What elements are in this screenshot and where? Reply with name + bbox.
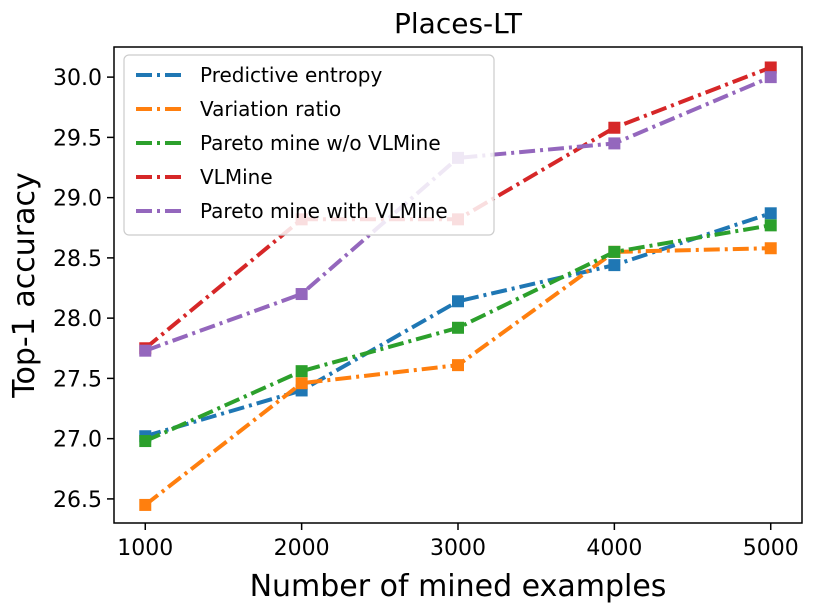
y-axis-label: Top-1 accuracy [7, 172, 42, 398]
axis-ticks: 1000 2000 3000 4000 5000 26.5 27.0 27.5 28.0 28.5… [53, 66, 799, 561]
series-line [144, 246, 771, 507]
data-point-marker [139, 435, 152, 448]
x-tick-label: 4000 [586, 536, 642, 561]
y-tick-label: 26.5 [53, 488, 102, 513]
data-point-marker [452, 321, 464, 334]
series-1 [139, 242, 777, 511]
y-tick-label: 30.0 [53, 66, 102, 91]
data-point-marker [764, 61, 777, 74]
legend-label: Pareto mine with VLMine [200, 199, 448, 223]
data-point-marker [295, 377, 308, 390]
legend: Predictive entropy Variation ratio Pareto … [123, 54, 495, 236]
y-tick-label: 29.0 [53, 187, 102, 212]
data-point-marker [608, 245, 621, 258]
data-point-marker [139, 344, 152, 357]
x-tick-label: 5000 [743, 536, 799, 561]
y-tick-label: 28.5 [53, 247, 102, 272]
data-point-marker [295, 288, 308, 301]
legend-label: VLMine [200, 165, 273, 189]
y-tick-label: 29.5 [53, 126, 102, 151]
legend-label: Pareto mine w/o VLMine [200, 131, 441, 155]
data-point-marker [764, 207, 777, 220]
x-tick-label: 1000 [117, 536, 173, 561]
data-point-marker [764, 219, 777, 232]
legend-box [123, 54, 495, 236]
data-point-marker [452, 359, 464, 372]
y-tick-label: 28.0 [53, 307, 102, 332]
y-tick-label: 27.5 [53, 367, 102, 392]
data-point-marker [608, 137, 621, 150]
x-tick-label: 2000 [274, 536, 330, 561]
legend-label: Predictive entropy [200, 63, 382, 87]
data-point-marker [764, 71, 777, 84]
x-axis-label: Number of mined examples [250, 569, 667, 604]
series-line [144, 75, 772, 353]
legend-label: Variation ratio [200, 97, 341, 121]
data-point-marker [608, 259, 621, 272]
data-point-marker [139, 498, 152, 511]
chart-title: Places-LT [394, 7, 523, 40]
series-2 [139, 219, 777, 448]
x-tick-label: 3000 [430, 536, 486, 561]
data-point-marker [452, 295, 464, 308]
data-point-marker [608, 121, 621, 134]
data-point-marker [764, 242, 777, 255]
data-point-marker [295, 365, 308, 378]
y-tick-label: 27.0 [53, 428, 102, 453]
